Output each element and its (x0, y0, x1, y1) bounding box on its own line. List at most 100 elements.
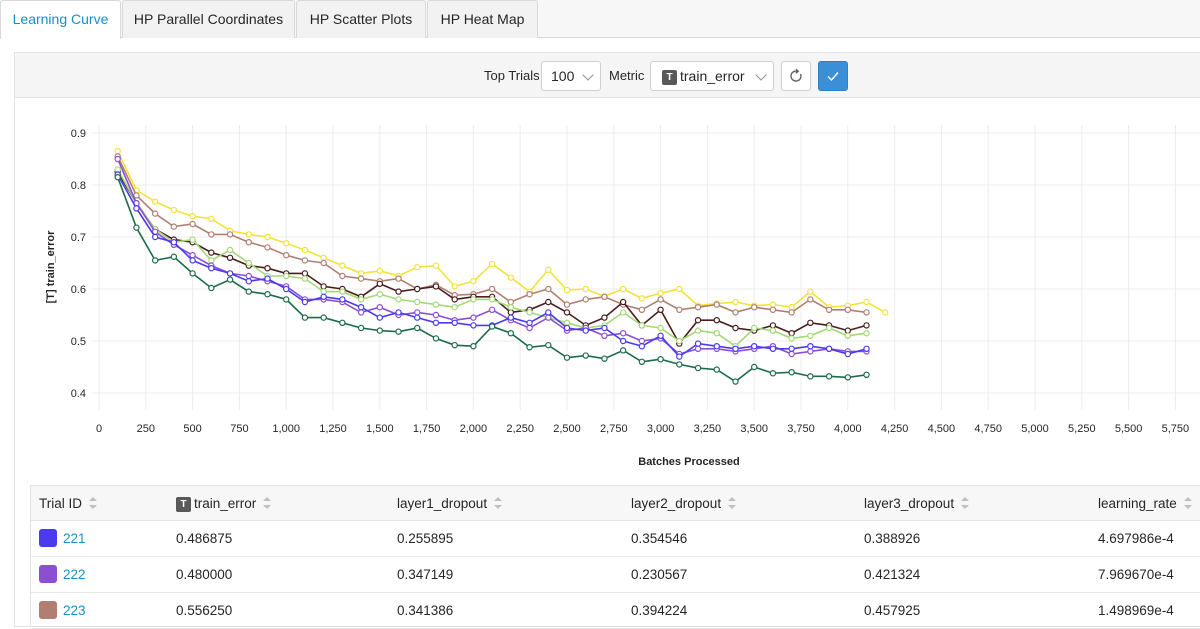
data-point (395, 328, 402, 335)
x-tick-label: 5,250 (1068, 423, 1096, 435)
data-point (788, 304, 795, 311)
data-point (320, 259, 327, 267)
data-point (301, 298, 309, 306)
data-point (451, 304, 458, 311)
data-point (526, 309, 533, 316)
column-header-layer2-dropout[interactable]: layer2_dropout (631, 486, 737, 521)
data-point (432, 335, 440, 342)
trial-id-link[interactable]: 222 (63, 567, 86, 582)
data-point (189, 270, 196, 277)
data-point (357, 304, 365, 311)
reset-button[interactable] (781, 61, 811, 91)
metric-type-badge: T (662, 70, 677, 85)
data-point (189, 212, 196, 220)
data-point (769, 322, 777, 329)
column-header-trial-id[interactable]: Trial ID (39, 486, 97, 521)
data-point (601, 332, 608, 339)
data-point (657, 306, 664, 313)
top-trials-value: 100 (551, 68, 575, 84)
data-point (301, 257, 309, 264)
data-point (432, 311, 440, 319)
data-point (226, 276, 234, 283)
data-point (376, 291, 383, 298)
tab-hp-scatter-plots[interactable]: HP Scatter Plots (296, 0, 426, 38)
data-point (788, 345, 795, 352)
trial-id-link[interactable]: 221 (63, 531, 86, 546)
x-tick-label: 1,250 (319, 423, 347, 435)
sort-icon (1183, 497, 1192, 509)
x-tick-label: 500 (183, 423, 201, 435)
data-point (788, 330, 795, 337)
tab-hp-heat-map[interactable]: HP Heat Map (427, 0, 538, 38)
data-point (863, 345, 870, 352)
data-point (563, 309, 571, 316)
data-point (751, 324, 758, 332)
x-tick-label: 4,250 (881, 423, 909, 435)
data-point (414, 285, 421, 293)
data-point (619, 330, 627, 337)
data-point (283, 272, 290, 280)
data-point (470, 278, 477, 285)
data-point (320, 314, 327, 321)
data-point (638, 295, 646, 302)
data-point (264, 291, 271, 298)
column-header-learning-rate[interactable]: learning_rate (1098, 486, 1192, 521)
data-point (245, 288, 252, 295)
top-trials-select[interactable]: 100 (541, 61, 601, 91)
data-point (226, 270, 234, 277)
data-point (414, 314, 421, 321)
data-point (545, 341, 552, 349)
data-point (732, 345, 739, 352)
x-axis-label: Batches Processed (638, 456, 740, 468)
column-header-layer1-dropout[interactable]: layer1_dropout (397, 486, 503, 521)
cell-layer1-dropout: 0.347149 (397, 567, 454, 582)
data-point (619, 298, 627, 306)
chart-grid (92, 125, 1200, 410)
y-axis-label: [T] train_error (45, 230, 57, 303)
apply-button[interactable] (818, 61, 848, 91)
data-point (882, 309, 889, 316)
data-point (732, 298, 739, 306)
x-tick-label: 4,500 (928, 423, 956, 435)
sort-icon (89, 497, 97, 509)
data-point (545, 298, 552, 306)
metric-value: train_error (680, 68, 745, 84)
check-icon (827, 72, 839, 82)
trial-id-link[interactable]: 223 (63, 603, 86, 618)
data-point (376, 280, 383, 287)
tab-learning-curve[interactable]: Learning Curve (0, 0, 121, 39)
cell-layer2-dropout: 0.394224 (631, 603, 688, 618)
data-point (301, 270, 309, 277)
data-point (301, 314, 309, 321)
x-tick-label: 5,000 (1021, 423, 1049, 435)
data-point (694, 327, 702, 334)
tab-hp-parallel-coordinates[interactable]: HP Parallel Coordinates (122, 0, 295, 38)
sort-icon (961, 497, 970, 509)
data-point (414, 263, 421, 271)
data-point (320, 254, 327, 261)
data-point (825, 306, 833, 313)
x-tick-label: 5,500 (1115, 423, 1143, 435)
y-tick-label: 0.8 (71, 180, 86, 192)
data-point (769, 345, 777, 352)
column-header-layer3-dropout[interactable]: layer3_dropout (864, 486, 970, 521)
cell-learning-rate: 7.969670e-4 (1098, 567, 1174, 582)
data-point (151, 257, 159, 264)
data-point (582, 327, 589, 334)
data-point (619, 285, 627, 293)
data-point (170, 223, 178, 230)
sort-icon (263, 497, 272, 509)
chevron-down-icon (755, 69, 767, 81)
x-tick-label: 3,000 (647, 423, 675, 435)
data-point (488, 306, 496, 313)
data-point (226, 254, 234, 261)
data-point (694, 364, 702, 372)
data-point (264, 275, 271, 282)
data-point (432, 262, 440, 269)
data-point (807, 332, 814, 339)
data-point (283, 296, 290, 303)
data-point (357, 296, 365, 303)
